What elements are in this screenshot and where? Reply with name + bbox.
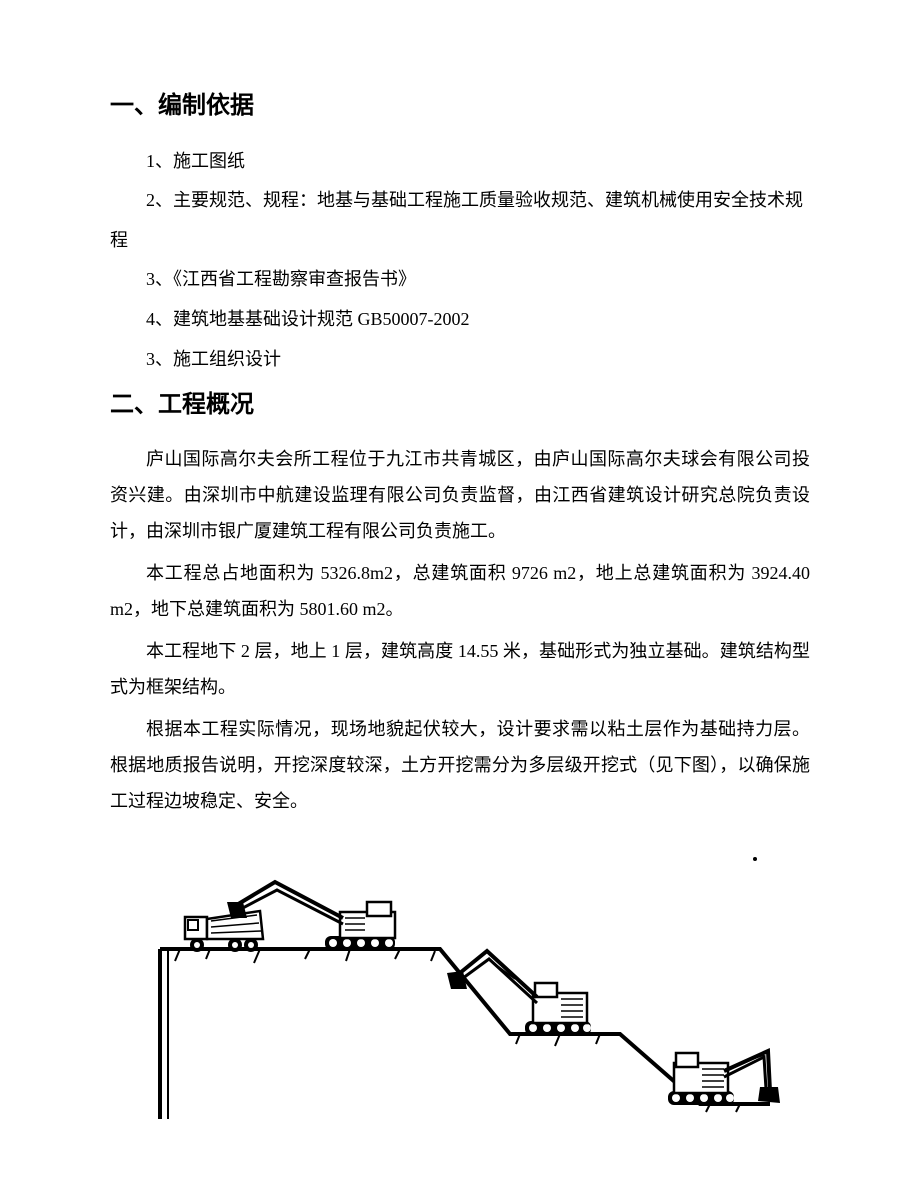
excavation-diagram-container <box>110 839 810 1139</box>
section-2-heading: 二、工程概况 <box>110 389 810 423</box>
basis-item-3: 3、《江西省工程勘察审查报告书》 <box>110 260 810 300</box>
overview-para-4: 根据本工程实际情况，现场地貌起伏较大，设计要求需以粘土层作为基础持力层。根据地质… <box>110 711 810 819</box>
section-1-heading: 一、编制依据 <box>110 90 810 124</box>
basis-item-5: 3、施工组织设计 <box>110 340 810 380</box>
basis-item-1: 1、施工图纸 <box>110 142 810 182</box>
excavation-diagram-icon <box>140 839 780 1139</box>
overview-para-2: 本工程总占地面积为 5326.8m2，总建筑面积 9726 m2，地上总建筑面积… <box>110 555 810 627</box>
overview-para-3: 本工程地下 2 层，地上 1 层，建筑高度 14.55 米，基础形式为独立基础。… <box>110 633 810 705</box>
basis-item-2: 2、主要规范、规程：地基与基础工程施工质量验收规范、建筑机械使用安全技术规程 <box>110 181 810 260</box>
basis-item-4: 4、建筑地基基础设计规范 GB50007-2002 <box>110 300 810 340</box>
overview-para-1: 庐山国际高尔夫会所工程位于九江市共青城区，由庐山国际高尔夫球会有限公司投资兴建。… <box>110 441 810 549</box>
